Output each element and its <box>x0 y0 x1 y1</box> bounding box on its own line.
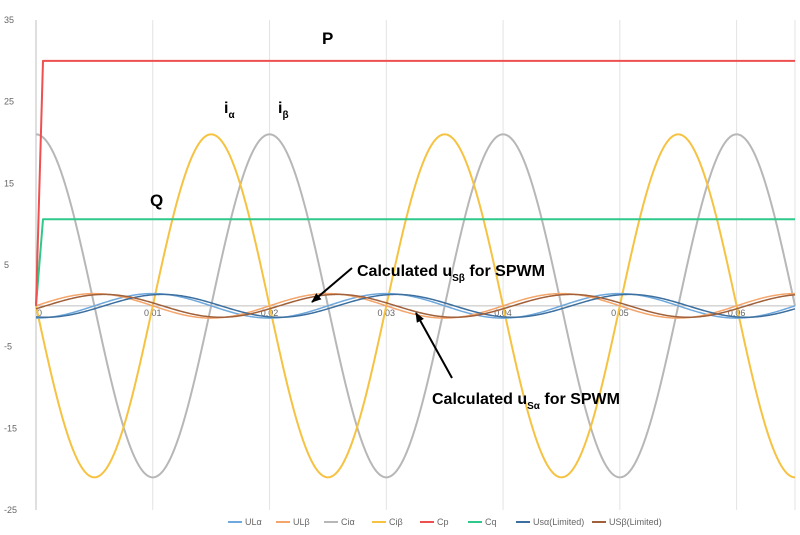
grid <box>152 20 796 510</box>
annotation-usa-label: Calculated uSα for SPWM <box>432 391 620 412</box>
y-tick-label: 25 <box>4 97 14 107</box>
legend-label-cialpha: Ciα <box>341 517 355 527</box>
series-layer <box>35 59 796 479</box>
legend-label-usbeta-limited: USβ(Limited) <box>609 517 662 527</box>
y-tick-label: 35 <box>4 15 14 25</box>
x-tick-label: 0.03 <box>378 308 396 318</box>
series-line-cq <box>35 218 795 306</box>
legend-label-cp: Cp <box>437 517 449 527</box>
series-line-cibeta <box>35 133 796 479</box>
series-line-ulbeta <box>35 292 796 319</box>
x-tick-label: 0.06 <box>728 308 746 318</box>
series-line-cialpha <box>35 133 796 479</box>
annotation-i-beta: iβ <box>278 100 289 121</box>
annotations-layer: P Qiα iβ Calculated uSβ for SPWM Calculated … <box>150 29 620 412</box>
x-tick-label: 0 <box>37 308 42 318</box>
annotation-p: P <box>322 29 333 48</box>
y-tick-label: 5 <box>4 260 9 270</box>
annotation-usb-label: Calculated uSβ for SPWM <box>357 263 545 284</box>
series-line-cp <box>35 59 795 306</box>
y-tick-label: -25 <box>4 505 17 515</box>
series-line-usalpha-limited <box>35 293 796 319</box>
y-tick-label: -15 <box>4 423 17 433</box>
x-tick-label: 0.04 <box>494 308 512 318</box>
y-tick-label: 15 <box>4 178 14 188</box>
x-tick-label: 0.01 <box>144 308 162 318</box>
legend-label-usalpha-limited: Usα(Limited) <box>533 517 584 527</box>
x-tick-label: 0.02 <box>261 308 279 318</box>
legend-label-cq: Cq <box>485 517 497 527</box>
arrow-usa <box>415 312 453 379</box>
arrow-usb <box>311 267 353 303</box>
x-tick-label: 0.05 <box>611 308 629 318</box>
legend-label-cibeta: Ciβ <box>389 517 403 527</box>
annotation-q: Q <box>150 191 163 210</box>
legend-label-ulalpha: ULα <box>245 517 262 527</box>
y-tick-label: -5 <box>4 342 12 352</box>
series-line-usbeta-limited <box>35 293 796 319</box>
annotation-i-alpha: iα <box>224 100 235 121</box>
legend: ULα ULβ Ciα Ciβ Cp Cq Usα(Limited) USβ(Limited) <box>228 517 662 527</box>
legend-label-ulbeta: ULβ <box>293 517 310 527</box>
